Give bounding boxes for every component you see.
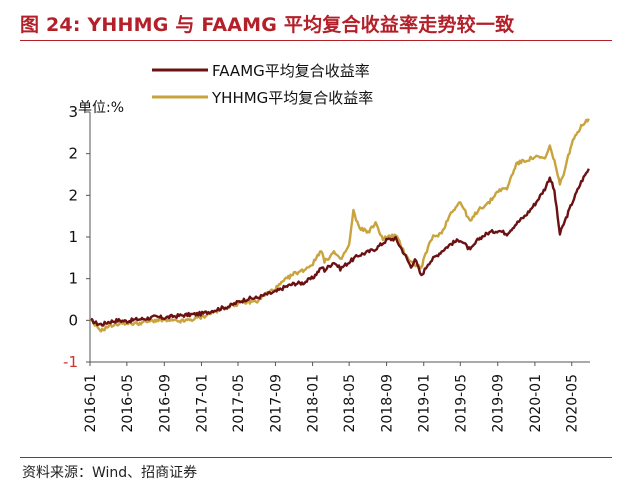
x-tick-label: 2017-01: [194, 374, 210, 433]
y-axis: -1 0 1 1 2 2 3: [63, 103, 91, 371]
series-layer: [89, 118, 590, 333]
x-tick-label: 2018-09: [380, 374, 396, 433]
bottom-rule: [20, 457, 612, 458]
x-tick-label: 2019-09: [491, 374, 507, 433]
x-axis: 2016-01 2016-05 2016-09 2017-01 2017-05 2017-…: [83, 361, 590, 433]
series-line-yhhmg: [89, 118, 590, 333]
y-tick-label: 3: [68, 103, 78, 121]
legend-label-faamg: FAAMG平均复合收益率: [212, 62, 370, 80]
x-tick-label: 2020-05: [565, 374, 581, 433]
line-chart: FAAMG平均复合收益率 YHHMG平均复合收益率 单位:% -1011223 …: [63, 62, 590, 433]
x-tick-label: 2019-01: [417, 374, 433, 433]
x-tick-label: 2017-05: [231, 374, 247, 433]
unit-label: 单位:%: [78, 100, 124, 116]
x-tick-label: 2019-05: [453, 374, 469, 433]
legend-label-yhhmg: YHHMG平均复合收益率: [211, 89, 373, 107]
x-tick-label: 2017-09: [268, 374, 284, 433]
x-tick-label: 2018-01: [306, 374, 322, 433]
x-tick-label: 2016-09: [157, 374, 173, 433]
source-note: 资料来源：Wind、招商证券: [22, 465, 198, 481]
y-tick-label: 1: [68, 228, 78, 246]
y-tick-label: 2: [68, 186, 78, 204]
title-rule: [20, 40, 612, 41]
series-line-faamg: [90, 168, 590, 327]
y-tick-label: -1: [63, 353, 78, 371]
x-tick-label: 2016-01: [83, 374, 99, 433]
legend: FAAMG平均复合收益率 YHHMG平均复合收益率: [152, 62, 373, 107]
y-tick-label: 0: [68, 311, 78, 329]
y-tick-label: 1: [68, 270, 78, 288]
x-tick-label: 2020-01: [528, 374, 544, 433]
figure-title: 图 24: YHHMG 与 FAAMG 平均复合收益率走势较一致: [20, 14, 515, 36]
x-tick-label: 2016-05: [120, 374, 136, 433]
x-tick-label: 2018-05: [342, 374, 358, 433]
y-tick-label: 2: [68, 145, 78, 163]
